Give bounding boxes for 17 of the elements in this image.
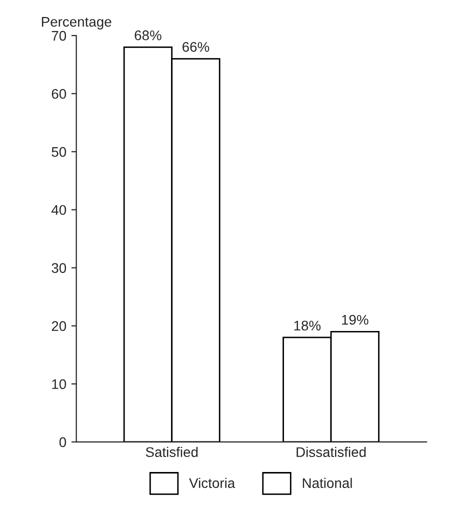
y-tick-label: 0: [59, 437, 66, 448]
y-tick-label: 60: [52, 88, 66, 99]
y-axis-title: Percentage: [42, 17, 112, 30]
data-label: 68%: [134, 30, 162, 40]
y-tick-label: 20: [52, 321, 66, 332]
legend-label: Victoria: [189, 478, 236, 488]
y-tick-label: 70: [52, 30, 66, 41]
x-tick-label: Dissatisfied: [296, 446, 366, 458]
x-tick-label: Satisfied: [146, 446, 198, 458]
legend-label: National: [302, 478, 352, 488]
data-label: 18%: [294, 320, 321, 331]
y-tick-label: 30: [52, 263, 66, 273]
data-label: 19%: [342, 314, 368, 325]
y-tick-label: 10: [52, 379, 66, 390]
y-tick-label: 40: [51, 205, 66, 215]
y-tick-label: 50: [52, 147, 66, 157]
data-label: 66%: [182, 42, 210, 52]
